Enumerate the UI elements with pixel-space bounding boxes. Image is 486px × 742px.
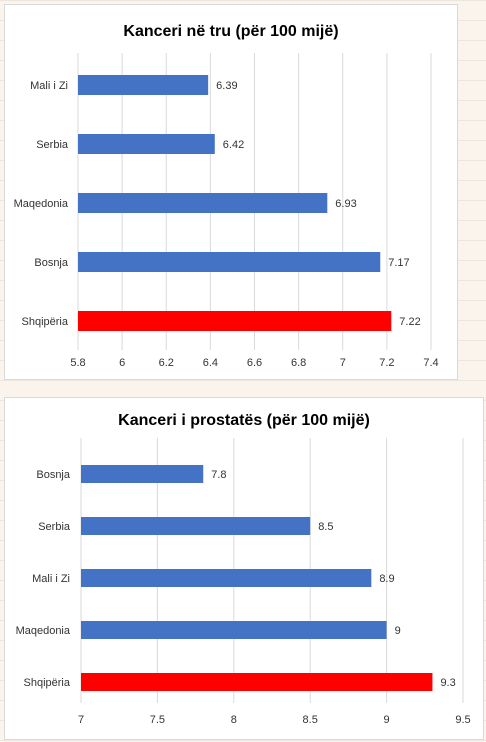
chart-prostate-cancer: Kanceri i prostatës (për 100 mijë) 7 7.5 8… — [4, 397, 484, 740]
x-tick-label: 5.8 — [70, 357, 85, 369]
x-tick-label: 6 — [119, 357, 125, 369]
category-label: Bosnja — [34, 257, 69, 269]
bar — [81, 621, 387, 639]
category-label: Serbia — [36, 139, 69, 151]
category-label: Maqedonia — [16, 625, 71, 637]
x-tick-label: 9 — [384, 714, 390, 726]
chart-plot: 7 7.5 8 8.5 9 9.5 Bosnja 7.8 Serbia 8.5 Mali i Zi 8… — [16, 438, 471, 726]
x-tick-label: 7 — [78, 714, 84, 726]
data-label: 9 — [395, 625, 401, 637]
category-label: Shqipëria — [22, 316, 69, 328]
data-label: 8.5 — [318, 521, 333, 533]
bar — [78, 311, 392, 331]
x-tick-label: 6.8 — [291, 357, 306, 369]
category-label: Bosnja — [36, 469, 71, 481]
data-label: 6.39 — [216, 80, 237, 92]
data-label: 6.93 — [335, 198, 356, 210]
x-tick-label: 6.6 — [247, 357, 262, 369]
x-tick-label: 9.5 — [455, 714, 470, 726]
data-label: 7.8 — [211, 469, 226, 481]
x-tick-label: 8.5 — [303, 714, 318, 726]
chart-plot: 5.8 6 6.2 6.4 6.6 6.8 7 7.2 7.4 Mali i Zi 6.39 Serb… — [14, 53, 439, 369]
x-tick-label: 6.2 — [159, 357, 174, 369]
bar — [78, 193, 328, 213]
chart-brain-cancer: Kanceri në tru (për 100 mijë) 5.8 6 6.2 6.4… — [4, 4, 458, 380]
x-tick-label: 7 — [340, 357, 346, 369]
x-tick-label: 7.4 — [423, 357, 438, 369]
bar — [81, 673, 433, 691]
bar — [81, 465, 204, 483]
category-label: Shqipëria — [24, 677, 71, 689]
category-label: Maqedonia — [14, 198, 69, 210]
data-label: 7.22 — [399, 316, 420, 328]
x-tick-label: 8 — [231, 714, 237, 726]
x-tick-label: 6.4 — [203, 357, 218, 369]
bar — [81, 517, 311, 535]
data-label: 7.17 — [388, 257, 409, 269]
category-label: Serbia — [38, 521, 71, 533]
bar — [81, 569, 372, 587]
category-label: Mali i Zi — [30, 80, 68, 92]
category-label: Mali i Zi — [32, 573, 70, 585]
data-label: 6.42 — [223, 139, 244, 151]
x-tick-label: 7.2 — [379, 357, 394, 369]
chart-title: Kanceri në tru (për 100 mijë) — [123, 23, 339, 40]
bar — [78, 134, 215, 154]
data-label: 8.9 — [379, 573, 394, 585]
data-label: 9.3 — [440, 677, 455, 689]
bar — [78, 75, 209, 95]
chart-title: Kanceri i prostatës (për 100 mijë) — [118, 412, 370, 429]
bar — [78, 252, 381, 272]
x-tick-label: 7.5 — [150, 714, 165, 726]
